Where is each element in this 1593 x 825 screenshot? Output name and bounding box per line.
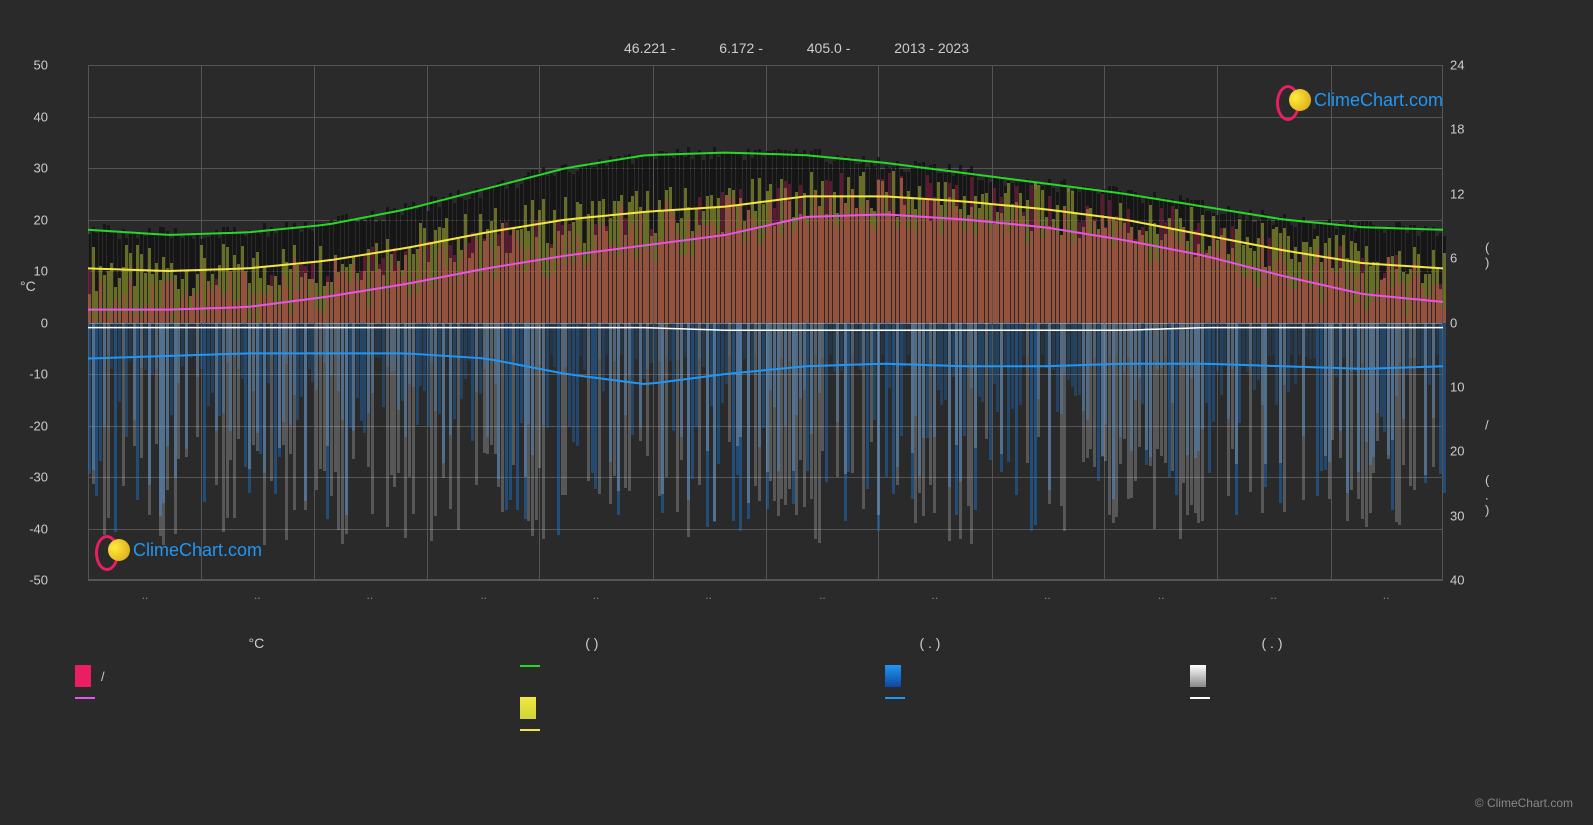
x-tick-label: .. — [593, 588, 600, 602]
legend-item: / — [75, 665, 105, 687]
y-left-tick-label: 30 — [13, 161, 48, 176]
x-tick-label: .. — [1158, 588, 1165, 602]
y-left-tick-label: 40 — [13, 109, 48, 124]
y-right-extra-label: ( ) — [1485, 240, 1489, 270]
legend-item — [1190, 665, 1216, 687]
y-right-tick-label: 24 — [1450, 58, 1464, 73]
watermark-text: ClimeChart.com — [133, 540, 262, 561]
x-tick-label: .. — [142, 588, 149, 602]
y-right-tick-label: 10 — [1450, 379, 1464, 394]
y-right-tick-label: 30 — [1450, 508, 1464, 523]
legend-header-row: °C ( ) ( . ) ( . ) — [88, 635, 1443, 651]
x-tick-label: .. — [819, 588, 826, 602]
legend-item — [885, 665, 911, 687]
x-tick-label: .. — [932, 588, 939, 602]
legend-header: °C — [249, 635, 265, 651]
legend-line — [75, 697, 95, 699]
legend-line — [520, 665, 540, 667]
x-tick-label: .. — [366, 588, 373, 602]
y-right-tick-label: 0 — [1450, 315, 1457, 330]
y-right-extra-label: ( . ) — [1485, 473, 1489, 518]
y-right-tick-label: 12 — [1450, 186, 1464, 201]
y-left-tick-label: -30 — [13, 470, 48, 485]
y-left-tick-label: -40 — [13, 521, 48, 536]
watermark-bottom: ClimeChart.com — [95, 535, 262, 565]
legend-swatch — [1190, 665, 1206, 687]
header-elev: 405.0 - — [807, 40, 851, 56]
x-tick-label: .. — [705, 588, 712, 602]
y-left-tick-label: 20 — [13, 212, 48, 227]
y-right-tick-label: 20 — [1450, 444, 1464, 459]
legend-line — [885, 697, 905, 699]
header-years: 2013 - 2023 — [894, 40, 969, 56]
legend-swatch — [520, 697, 536, 719]
y-right-tick-label: 40 — [1450, 573, 1464, 588]
chart-plot-area — [88, 65, 1443, 580]
y-left-tick-label: -10 — [13, 367, 48, 382]
y-left-tick-label: 50 — [13, 58, 48, 73]
legend-swatch — [885, 665, 901, 687]
y-left-tick-label: 10 — [13, 264, 48, 279]
x-tick-label: .. — [1044, 588, 1051, 602]
header-lat: 46.221 - — [624, 40, 675, 56]
legend-item — [1190, 697, 1220, 699]
climechart-logo-icon — [95, 535, 125, 565]
legend-item — [75, 697, 105, 699]
legend-item — [885, 697, 915, 699]
x-tick-label: .. — [254, 588, 261, 602]
legend-header: ( . ) — [1261, 635, 1282, 651]
header-lon: 6.172 - — [719, 40, 763, 56]
copyright-text: © ClimeChart.com — [1475, 796, 1573, 810]
y-right-extra-label: / — [1485, 418, 1489, 433]
climechart-logo-icon — [1276, 85, 1306, 115]
y-right-tick-label: 6 — [1450, 251, 1457, 266]
legend-swatch — [75, 665, 91, 687]
chart-container: 46.221 - 6.172 - 405.0 - 2013 - 2023 °C … — [0, 0, 1593, 825]
legend-item — [520, 729, 550, 731]
legend-header: ( ) — [585, 635, 598, 651]
legend-line — [520, 729, 540, 731]
legend-item — [520, 665, 550, 667]
x-tick-label: .. — [1270, 588, 1277, 602]
header-info: 46.221 - 6.172 - 405.0 - 2013 - 2023 — [0, 40, 1593, 56]
y-left-tick-label: -50 — [13, 573, 48, 588]
y-left-tick-label: -20 — [13, 418, 48, 433]
x-axis-labels: ........................ — [88, 588, 1443, 608]
y-left-tick-label: 0 — [13, 315, 48, 330]
legend-label: / — [101, 669, 105, 684]
bars-layer — [88, 65, 1443, 580]
legend-line — [1190, 697, 1210, 699]
watermark-text: ClimeChart.com — [1314, 90, 1443, 111]
x-tick-label: .. — [480, 588, 487, 602]
y-right-tick-label: 18 — [1450, 122, 1464, 137]
watermark-top: ClimeChart.com — [1276, 85, 1443, 115]
legend-item — [520, 697, 546, 719]
y-left-axis-title: °C — [20, 278, 36, 294]
legend-header: ( . ) — [919, 635, 940, 651]
x-tick-label: .. — [1383, 588, 1390, 602]
